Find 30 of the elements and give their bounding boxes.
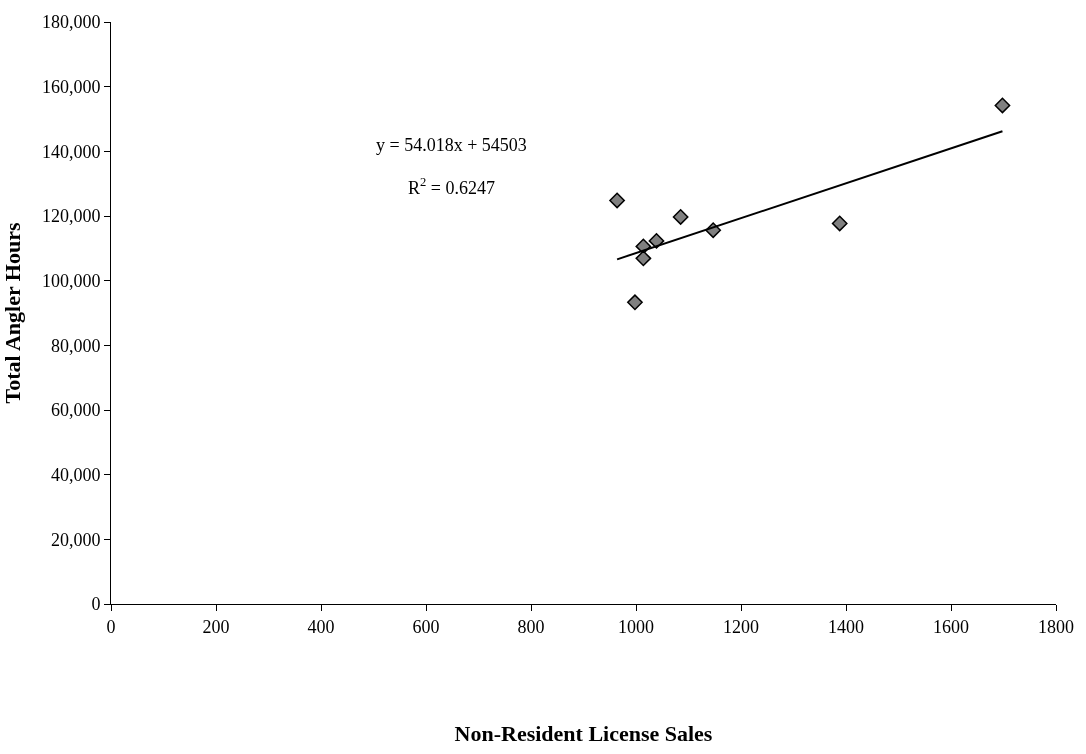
x-tick-label: 1800 [1038, 616, 1074, 637]
x-tick-label: 1600 [933, 616, 969, 637]
y-tick-label: 120,000 [41, 206, 101, 227]
x-tick-label: 1400 [828, 616, 864, 637]
y-tick-label: 100,000 [41, 270, 101, 291]
y-tick-label: 160,000 [41, 76, 101, 97]
point [672, 209, 689, 225]
y-tick-label: 20,000 [50, 529, 101, 550]
x-tick-label: 800 [517, 616, 545, 637]
y-tick-label: 40,000 [50, 464, 101, 485]
x-tick-label: 600 [412, 616, 440, 637]
x-tick-label: 200 [202, 616, 230, 637]
x-tick-label: 400 [307, 616, 335, 637]
point [627, 294, 643, 311]
point [994, 97, 1011, 114]
y-tick-label: 80,000 [50, 335, 101, 356]
point [609, 192, 625, 209]
x-tick-label: 1200 [723, 616, 759, 637]
y-tick-label: 140,000 [41, 141, 101, 162]
y-tick-label: 180,000 [41, 12, 101, 33]
annotation: R$^{2}$ = 0.6247 [408, 175, 495, 198]
annotation: y = 54.018x + 54503 [376, 135, 527, 155]
y-tick-label: 60,000 [50, 400, 101, 421]
x-axis-title: Non-Resident License Sales [454, 721, 713, 747]
y-tick-label: 0 [91, 594, 101, 615]
point [831, 215, 848, 232]
point [635, 250, 652, 267]
y-axis-title: Total Angler Hours [0, 222, 25, 404]
x-tick-label: 0 [106, 616, 116, 637]
x-tick-label: 1000 [618, 616, 654, 637]
